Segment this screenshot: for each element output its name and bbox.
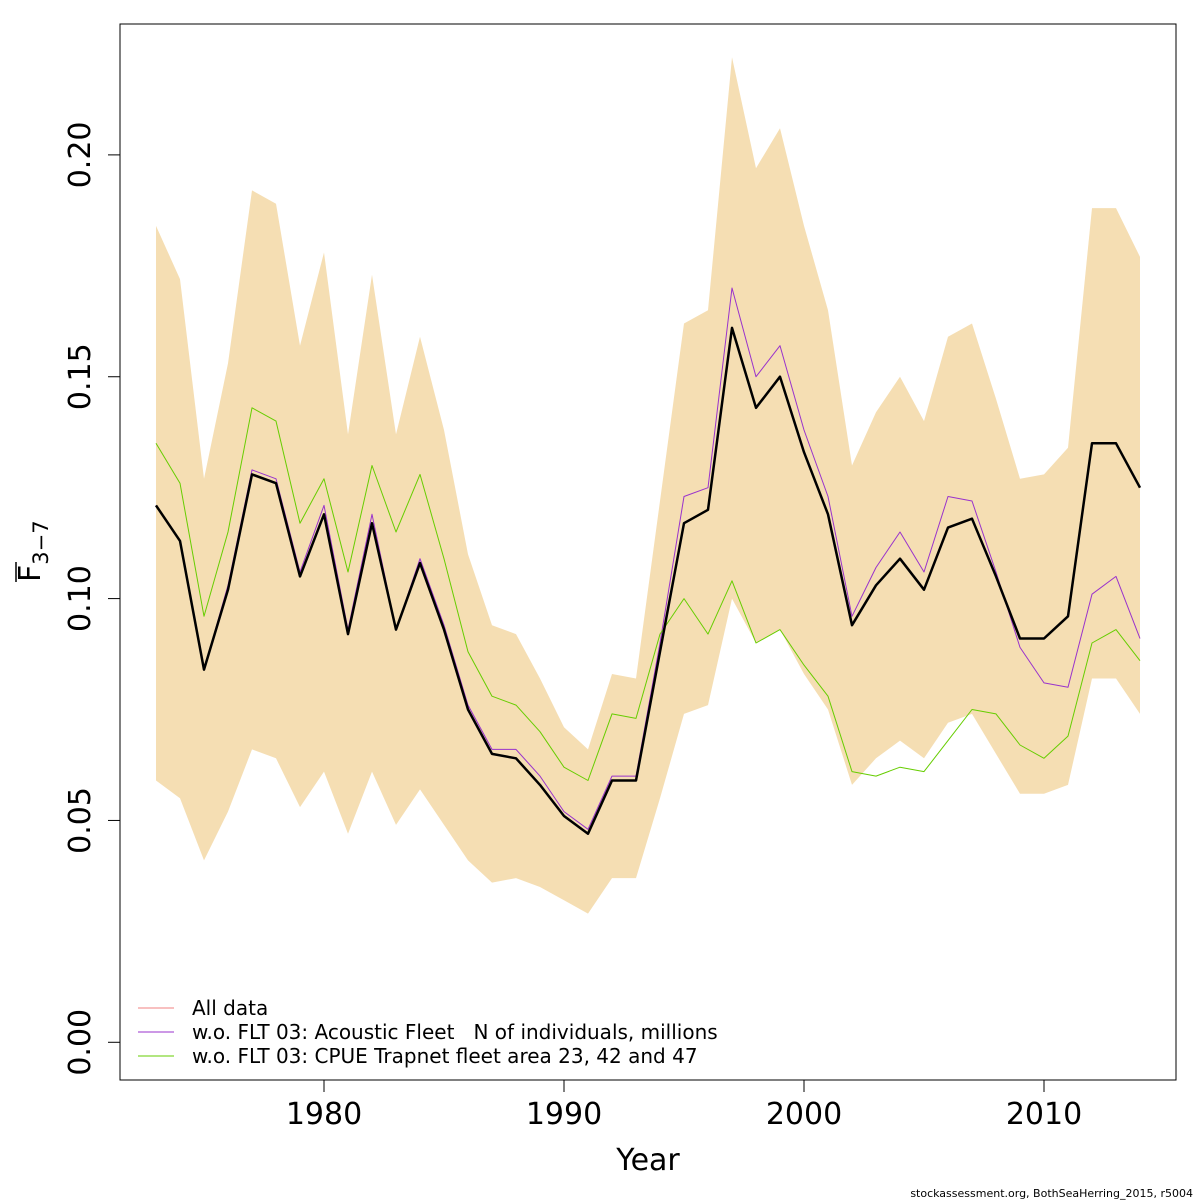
legend-label-1: All data [192, 996, 268, 1020]
x-axis-label: Year [615, 1143, 680, 1178]
y-axis-label-subscript: 3−7 [29, 520, 53, 564]
x-tick-label: 1980 [286, 1097, 362, 1132]
confidence-band-layer [156, 57, 1140, 914]
y-tick-label-group: 0.05 [63, 787, 98, 854]
x-tick-label: 2000 [766, 1097, 842, 1132]
y-tick-label-group: 0.15 [63, 343, 98, 410]
y-axis-label-main: F [13, 565, 48, 582]
y-tick-label: 0.05 [63, 787, 98, 854]
x-tick-label: 2010 [1006, 1097, 1082, 1132]
svg-text:F3−7: F3−7 [13, 520, 53, 582]
y-tick-label: 0.20 [63, 121, 98, 188]
y-tick-label-group: 0.10 [63, 565, 98, 632]
y-tick-label-group: 0.20 [63, 121, 98, 188]
confidence-band [156, 57, 1140, 914]
y-tick-label: 0.10 [63, 565, 98, 632]
credit-text: stockassessment.org, BothSeaHerring_2015… [910, 1187, 1193, 1200]
legend-label-3: w.o. FLT 03: CPUE Trapnet fleet area 23,… [192, 1044, 698, 1068]
series-line-1 [154, 326, 1142, 835]
y-tick-label: 0.00 [63, 1009, 98, 1076]
x-tick-label: 1990 [526, 1097, 602, 1132]
axes-layer: 1980 1990 2000 2010 0.00 0.05 0.10 0.15 0.20 [63, 121, 1082, 1132]
y-axis-label: F3−7 [13, 520, 53, 582]
series-line-3 [155, 407, 1141, 781]
legend-label-2: w.o. FLT 03: Acoustic Fleet N of individ… [192, 1020, 718, 1044]
y-tick-label-group: 0.00 [63, 1009, 98, 1076]
series-layer [154, 287, 1142, 835]
y-tick-label: 0.15 [63, 343, 98, 410]
